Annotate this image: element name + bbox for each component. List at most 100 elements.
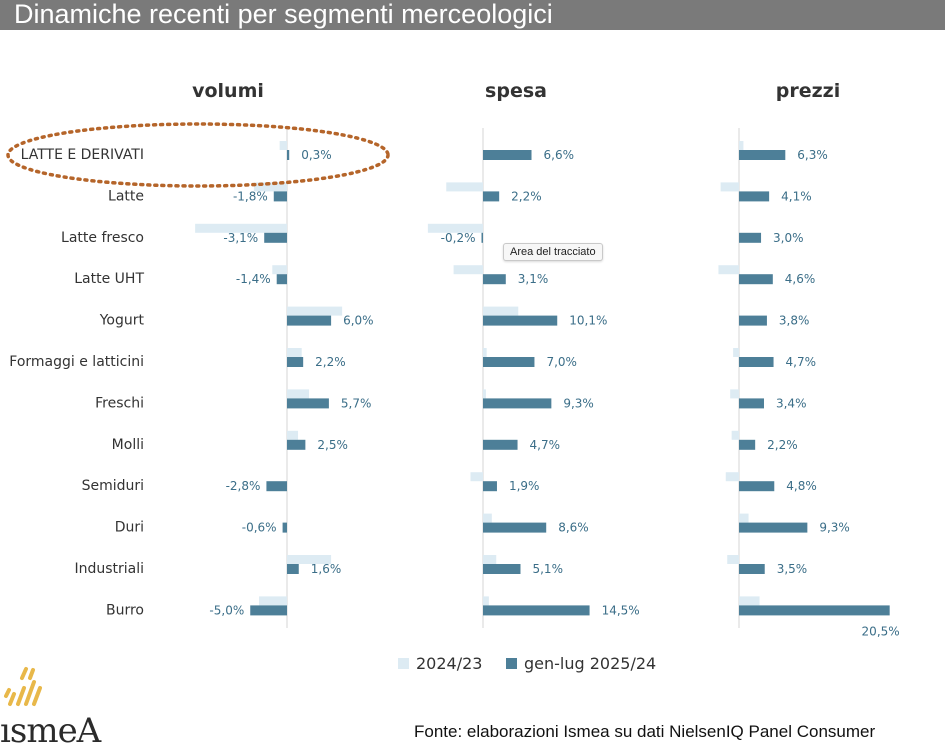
data-label: 1,6% [311,562,342,576]
bar-gen-lug-2025-24 [483,481,497,492]
data-label: 4,1% [781,189,812,203]
bar-gen-lug-2025-24 [287,398,329,409]
data-label: 3,5% [777,562,808,576]
category-label: Latte fresco [61,230,144,246]
bar-2024-23 [287,348,302,357]
data-label: -1,8% [233,189,268,203]
data-label: -0,2% [441,231,476,245]
bar-2024-23 [739,513,749,523]
bar-gen-lug-2025-24 [276,274,287,285]
bar-2024-23 [279,141,287,150]
bar-gen-lug-2025-24 [739,232,762,243]
bar-2024-23 [725,472,739,482]
bar-gen-lug-2025-24 [266,481,287,492]
logo-rays-icon [4,667,42,706]
category-label: Industriali [74,561,144,577]
data-label: 4,6% [785,272,816,286]
data-label: -0,6% [242,521,277,535]
bar-2024-23 [739,596,760,606]
bar-gen-lug-2025-24 [287,439,306,450]
bar-2024-23 [483,306,519,316]
bar-gen-lug-2025-24 [264,232,287,243]
source-note: Fonte: elaborazioni Ismea su dati Nielse… [414,722,876,741]
bar-gen-lug-2025-24 [483,274,506,285]
panel-title: prezzi [776,80,841,102]
data-label: 6,6% [544,148,575,162]
data-label: 4,7% [786,355,817,369]
data-label: 7,0% [546,355,577,369]
data-label: 4,8% [786,479,817,493]
data-label: 2,2% [315,355,346,369]
data-label: -5,0% [209,603,244,617]
bar-2024-23 [483,513,492,523]
data-label: 0,3% [301,148,332,162]
category-label: Semiduri [82,478,144,494]
legend-label: 2024/23 [416,654,482,673]
bar-2024-23 [259,596,287,606]
bar-gen-lug-2025-24 [483,357,535,367]
legend-label: gen-lug 2025/24 [524,654,656,673]
bar-2024-23 [287,306,343,316]
bar-2024-23 [483,348,487,357]
data-label: 3,4% [776,396,807,410]
data-label: 3,1% [518,272,549,286]
page-title: Dinamiche recenti per segmenti merceolog… [14,0,553,29]
bar-gen-lug-2025-24 [739,564,765,574]
bar-gen-lug-2025-24 [739,315,767,326]
category-label: Yogurt [99,313,145,329]
data-label: -1,4% [236,272,271,286]
category-label: Duri [115,520,144,536]
data-label: 2,5% [317,438,348,452]
data-label: 6,0% [343,314,374,328]
bar-gen-lug-2025-24 [250,605,287,616]
legend-swatch-gen-lug-2025-24 [506,658,517,669]
bar-gen-lug-2025-24 [483,398,552,409]
chart-area-tooltip: Area del tracciato [503,243,603,261]
bar-2024-23 [483,596,489,606]
bar-gen-lug-2025-24 [739,357,774,367]
bar-2024-23 [731,430,739,440]
data-label: 20,5% [862,624,900,638]
bar-gen-lug-2025-24 [287,150,290,160]
bar-gen-lug-2025-24 [282,522,287,533]
bar-gen-lug-2025-24 [287,357,304,367]
bar-gen-lug-2025-24 [739,150,786,160]
bar-2024-23 [470,472,483,482]
bar-2024-23 [718,265,739,275]
data-label: 4,7% [530,438,561,452]
data-label: 3,8% [779,314,810,328]
bar-2024-23 [733,348,739,357]
panel-title: volumi [192,80,264,102]
bar-2024-23 [446,182,483,192]
category-label: Freschi [95,395,144,411]
category-label: Latte UHT [74,271,144,287]
bar-gen-lug-2025-24 [483,315,558,326]
ismea-logo: ısmeA [0,667,103,748]
bar-gen-lug-2025-24 [483,522,547,533]
bar-gen-lug-2025-24 [483,150,532,160]
data-label: 3,0% [773,231,804,245]
category-label: LATTE E DERIVATI [21,147,144,163]
bar-gen-lug-2025-24 [483,439,518,450]
data-label: -2,8% [226,479,261,493]
data-label: 2,2% [511,189,542,203]
bar-gen-lug-2025-24 [739,191,770,202]
data-label: 9,3% [563,396,594,410]
bar-2024-23 [253,182,287,192]
bar-2024-23 [483,555,497,564]
bar-gen-lug-2025-24 [739,439,756,450]
bar-2024-23 [453,265,483,275]
category-label: Latte [108,188,144,204]
data-label: 1,9% [509,479,539,493]
bar-gen-lug-2025-24 [273,191,287,202]
bar-gen-lug-2025-24 [483,605,590,616]
data-label: 2,2% [767,438,798,452]
data-label: 5,1% [532,562,563,576]
bar-gen-lug-2025-24 [739,522,808,533]
bar-gen-lug-2025-24 [483,191,500,202]
bar-2024-23 [287,389,310,399]
bar-gen-lug-2025-24 [287,315,332,326]
data-label: 9,3% [819,521,850,535]
bar-2024-23 [483,389,486,399]
